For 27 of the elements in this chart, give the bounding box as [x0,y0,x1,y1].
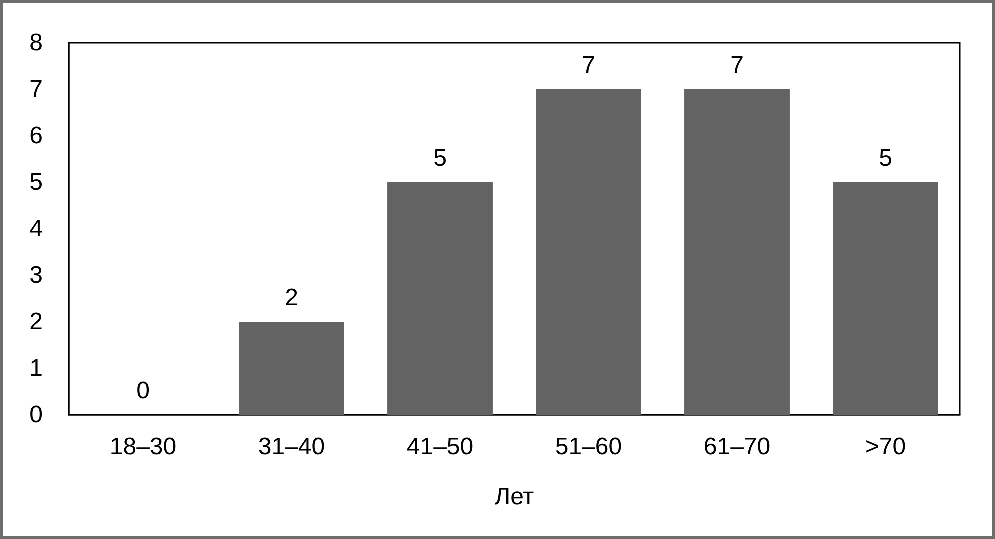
x-tick-label: 41–50 [406,434,474,460]
x-tick-label: 18–30 [110,434,177,460]
x-tick-label: 61–70 [704,434,771,460]
bar [684,90,790,415]
bar [536,90,642,415]
y-tick-label: 3 [30,262,43,289]
x-axis-title: Лет [494,484,534,510]
bar [239,322,344,415]
y-tick-label: 6 [30,122,43,150]
y-tick-label: 7 [30,76,43,103]
y-tick-label: 4 [30,216,43,242]
data-label: 5 [879,145,892,172]
data-label: 2 [285,284,298,312]
x-tick-label: 51–60 [555,434,622,460]
y-tick-label: 1 [30,355,43,382]
y-tick-label: 2 [30,308,43,336]
data-label: 7 [730,52,744,79]
y-tick-label: 5 [30,169,43,196]
y-tick-label: 8 [30,30,43,56]
bar [833,182,938,415]
y-tick-label: 0 [30,402,43,428]
x-tick-label: 31–40 [258,434,326,460]
x-tick-label: >70 [865,434,906,460]
data-label: 0 [136,378,150,404]
data-label: 7 [582,52,596,79]
data-label: 5 [434,145,447,172]
bar [388,182,493,415]
